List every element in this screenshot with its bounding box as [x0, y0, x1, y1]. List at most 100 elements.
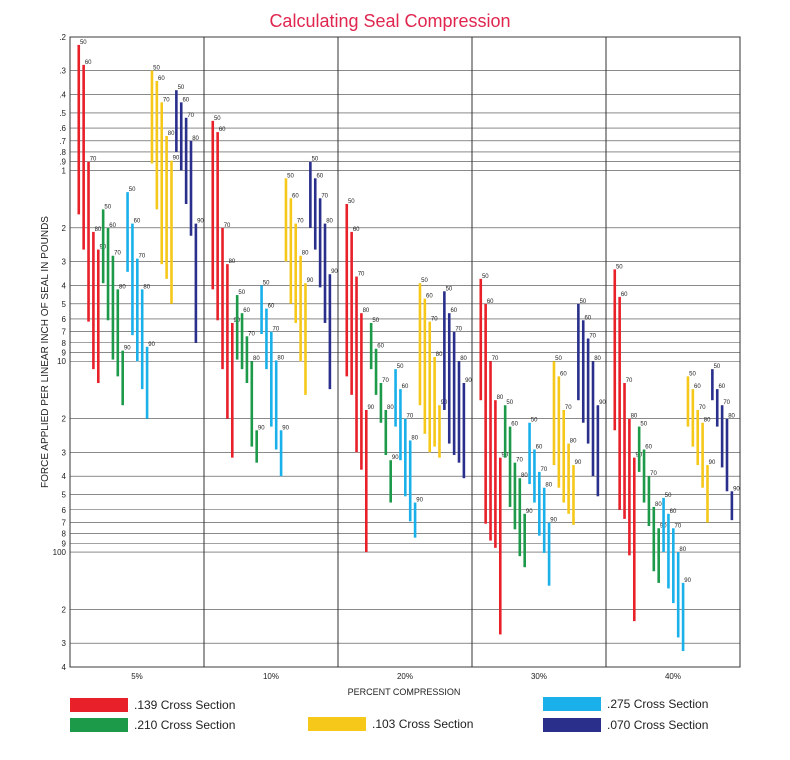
range-bar — [136, 258, 139, 362]
range-bar — [691, 389, 695, 447]
range-bar — [701, 422, 704, 488]
bar-label: 80 — [95, 227, 102, 233]
range-bar — [591, 361, 595, 477]
bar-label: 50 — [421, 278, 428, 284]
bar-label: 70 — [455, 327, 462, 333]
bar-label: 60 — [450, 308, 457, 314]
legend-swatch-210 — [70, 718, 128, 732]
range-bar — [170, 160, 173, 304]
bar-label: 50 — [153, 66, 160, 72]
bar-label: 50 — [372, 318, 379, 324]
bar-label: 60 — [134, 219, 141, 225]
range-bar — [211, 120, 215, 290]
range-bar — [226, 264, 229, 419]
range-bar — [577, 303, 580, 401]
range-bar — [245, 336, 249, 383]
range-bar — [489, 361, 492, 541]
range-bar — [581, 320, 585, 423]
bar-label: 70 — [541, 467, 548, 473]
bar-label: 70 — [516, 458, 523, 464]
bar-label: 80 — [436, 352, 443, 358]
range-bar — [265, 308, 268, 370]
bar-label: 50 — [689, 371, 696, 377]
bar-label: 80 — [570, 439, 577, 445]
range-bar — [443, 291, 446, 410]
range-bar — [423, 298, 427, 434]
bar-label: 60 — [694, 384, 701, 390]
bar-label: 60 — [718, 384, 725, 390]
range-bar — [384, 409, 388, 456]
bar-label: 60 — [560, 371, 567, 377]
bar-label: 80 — [728, 414, 735, 420]
range-bar — [111, 255, 115, 360]
range-bar — [681, 582, 685, 652]
bar-label: 60 — [621, 292, 628, 298]
range-bar — [720, 405, 724, 468]
range-bar — [77, 44, 81, 215]
legend-label-103: .103 Cross Section — [372, 717, 474, 731]
range-bar — [628, 418, 631, 556]
range-bar — [657, 528, 660, 583]
range-bar — [106, 227, 110, 321]
bar-label: 60 — [645, 444, 652, 450]
range-bar — [508, 426, 512, 507]
legend-label-139: .139 Cross Section — [134, 698, 236, 712]
y-tick-label: 3 — [62, 639, 67, 648]
range-bar — [498, 457, 502, 635]
bar-label: 50 — [665, 493, 672, 499]
bar-label: 80 — [411, 435, 418, 441]
y-axis-title: FORCE APPLIED PER LINEAR INCH OF SEAL IN… — [40, 216, 51, 488]
bar-label: 70 — [565, 405, 572, 411]
bar-label: 80 — [387, 405, 394, 411]
bar-label: 50 — [482, 274, 489, 280]
range-bar — [374, 348, 378, 395]
range-bar — [140, 289, 144, 390]
bar-label: 60 — [109, 223, 116, 229]
bar-label: 50 — [714, 364, 721, 370]
range-bar — [126, 192, 129, 272]
range-bar — [494, 400, 497, 548]
bar-label: 90 — [258, 425, 265, 431]
y-tick-label: 9 — [62, 349, 67, 358]
legend-item-103: .103 Cross Section — [308, 717, 473, 731]
y-tick-label: 2 — [62, 415, 67, 424]
range-bar — [175, 90, 178, 152]
range-bar — [637, 426, 641, 472]
bar-label: 80 — [229, 259, 236, 265]
range-bar — [313, 178, 317, 250]
bar-label: 70 — [650, 471, 657, 477]
range-bar — [160, 102, 164, 265]
bar-label: 60 — [670, 509, 677, 515]
bar-label: 80 — [143, 284, 150, 290]
range-bar — [523, 513, 526, 568]
y-tick-label: 2 — [62, 606, 67, 615]
bar-label: 60 — [243, 308, 250, 314]
bar-label: 70 — [139, 254, 146, 260]
bar-label: 50 — [263, 280, 270, 286]
range-bar — [730, 491, 734, 521]
range-bar — [433, 356, 436, 447]
bar-label: 50 — [531, 418, 538, 424]
bar-label: 70 — [589, 334, 596, 340]
range-bar — [452, 331, 456, 456]
range-bar — [586, 338, 590, 444]
bar-label: 70 — [321, 193, 328, 199]
range-bar — [533, 449, 536, 503]
y-tick-label: 2 — [62, 224, 67, 233]
y-axis-ticks: .2.3.4.5.6.7.8.9123456789102345678910023… — [53, 33, 67, 672]
legend-item-070: .070 Cross Section — [543, 718, 708, 732]
y-tick-label: 5 — [62, 491, 67, 500]
bar-label: 60 — [219, 127, 226, 133]
bar-label: 60 — [487, 299, 494, 305]
bar-label: 90 — [684, 578, 691, 584]
x-tick-label: 10% — [263, 672, 279, 681]
range-bar — [647, 476, 651, 527]
bar-label: 80 — [253, 356, 260, 362]
range-bar — [503, 405, 507, 458]
legend-swatch-070 — [543, 718, 601, 732]
bar-label: 60 — [511, 422, 518, 428]
y-tick-label: 4 — [62, 281, 67, 290]
range-bar — [613, 269, 617, 431]
bar-label: 90 — [173, 156, 180, 162]
bar-label: 50 — [312, 157, 319, 163]
